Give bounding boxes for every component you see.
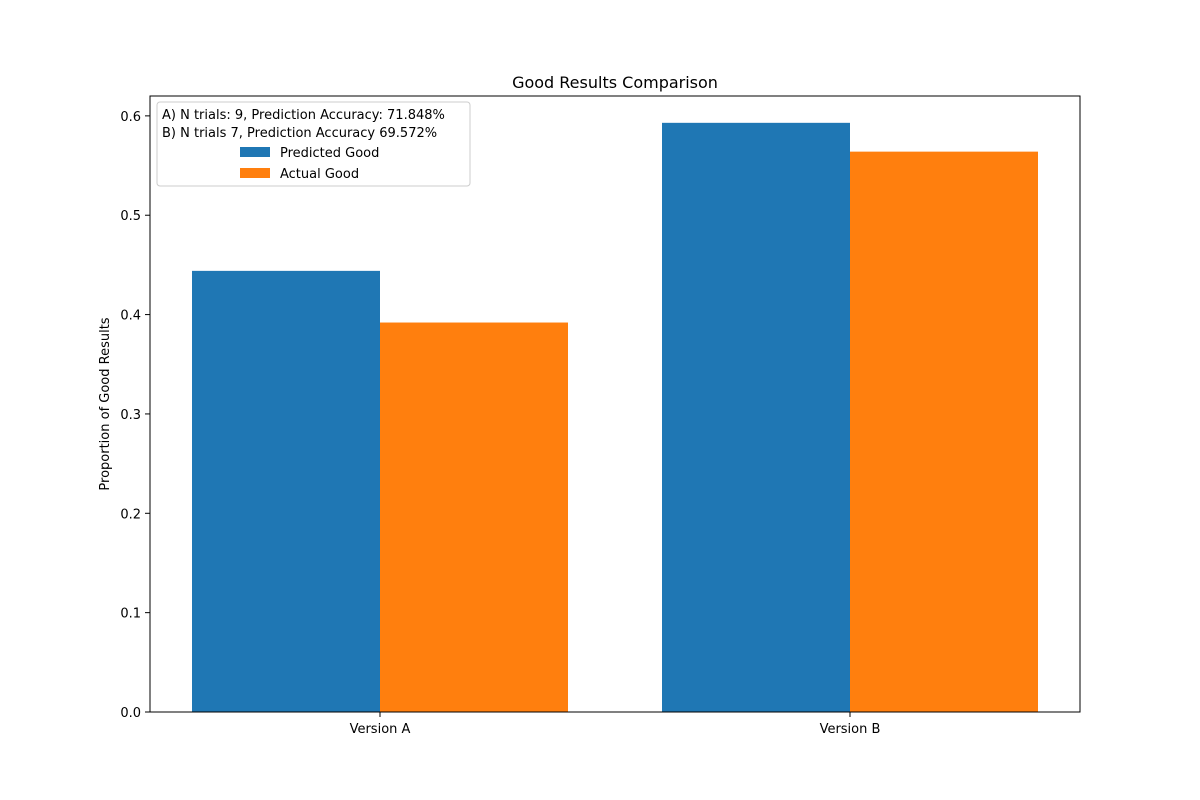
legend-swatch: [240, 147, 270, 157]
bar-actual-good-version-b: [850, 151, 1038, 713]
y-tick-label: 0.5: [120, 209, 141, 224]
y-axis-label: Proportion of Good Results: [98, 317, 113, 490]
x-tick-label: Version A: [350, 722, 411, 737]
legend-swatch: [240, 168, 270, 178]
legend-header-line: A) N trials: 9, Prediction Accuracy: 71.…: [162, 108, 445, 123]
y-tick-label: 0.6: [120, 110, 141, 125]
chart-title: Good Results Comparison: [512, 73, 718, 92]
y-tick-label: 0.4: [120, 309, 141, 324]
y-tick-label: 0.3: [120, 408, 141, 423]
legend-label: Predicted Good: [280, 146, 379, 161]
bar-actual-good-version-a: [380, 322, 568, 712]
y-tick-label: 0.1: [120, 607, 141, 622]
y-tick-label: 0.0: [120, 706, 141, 721]
bar-predicted-good-version-b: [662, 122, 850, 712]
x-tick-label: Version B: [820, 722, 881, 737]
legend-box: [156, 101, 471, 187]
legend-label: Actual Good: [280, 167, 359, 182]
y-tick-label: 0.2: [120, 507, 141, 522]
legend: A) N trials: 9, Prediction Accuracy: 71.…: [156, 101, 471, 187]
plot-area: 0.0 0.1 0.2 0.3 0.4 0.5 0.6 Version A Version B: [120, 95, 1081, 737]
legend-header-line: B) N trials 7, Prediction Accuracy 69.57…: [162, 126, 437, 141]
bar-predicted-good-version-a: [192, 270, 380, 712]
plot-frame: [149, 95, 1081, 713]
